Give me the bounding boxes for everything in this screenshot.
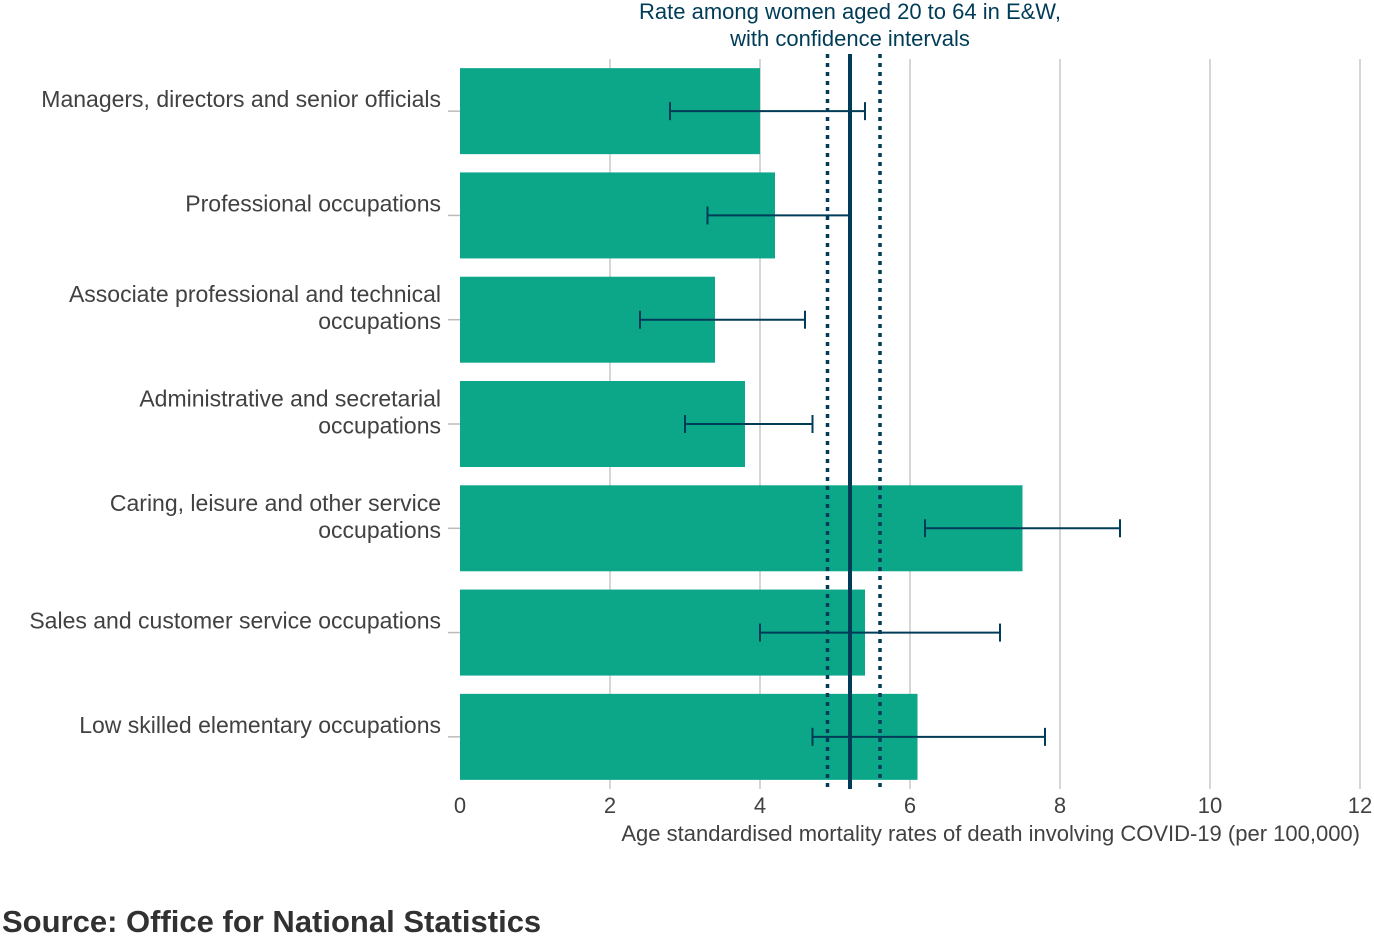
x-tick-labels: 0 2 4 6 8 10 12 xyxy=(454,793,1372,818)
reference-label-line-1: Rate among women aged 20 to 64 in E&W, xyxy=(639,0,1061,24)
x-tick-label: 0 xyxy=(454,793,466,818)
error-bars xyxy=(639,102,1121,746)
category-label: Managers, directors and senior officials xyxy=(41,86,441,112)
x-tick-label: 12 xyxy=(1348,793,1372,818)
bar-chart: Managers, directors and senior officials… xyxy=(29,0,1372,846)
reference-label-line-2: with confidence intervals xyxy=(729,26,970,51)
x-tick-label: 10 xyxy=(1198,793,1222,818)
reference-label: with confidence intervals xyxy=(729,26,970,51)
reference-lines xyxy=(825,54,882,789)
x-axis-title: Age standardised mortality rates of deat… xyxy=(621,821,1360,846)
x-tick-label: 2 xyxy=(604,793,616,818)
category-label: Sales and customer service occupations xyxy=(29,608,441,634)
category-label: Professional occupations xyxy=(185,190,441,216)
x-tick-label: 6 xyxy=(904,793,916,818)
category-label: occupations xyxy=(318,413,441,439)
category-label: Administrative and secretarial xyxy=(139,386,441,412)
category-label: Caring, leisure and other service xyxy=(110,490,441,516)
category-label: Low skilled elementary occupations xyxy=(79,712,441,738)
category-label: Associate professional and technical xyxy=(69,281,441,307)
x-tick-label: 4 xyxy=(754,793,766,818)
source-note: Source: Office for National Statistics xyxy=(2,904,542,939)
category-label: occupations xyxy=(318,308,441,334)
category-label: occupations xyxy=(318,517,441,543)
x-tick-label: 8 xyxy=(1054,793,1066,818)
reference-label: Rate among women aged 20 to 64 in E&W, xyxy=(639,0,1061,24)
category-labels: Managers, directors and senior officials… xyxy=(29,86,460,738)
